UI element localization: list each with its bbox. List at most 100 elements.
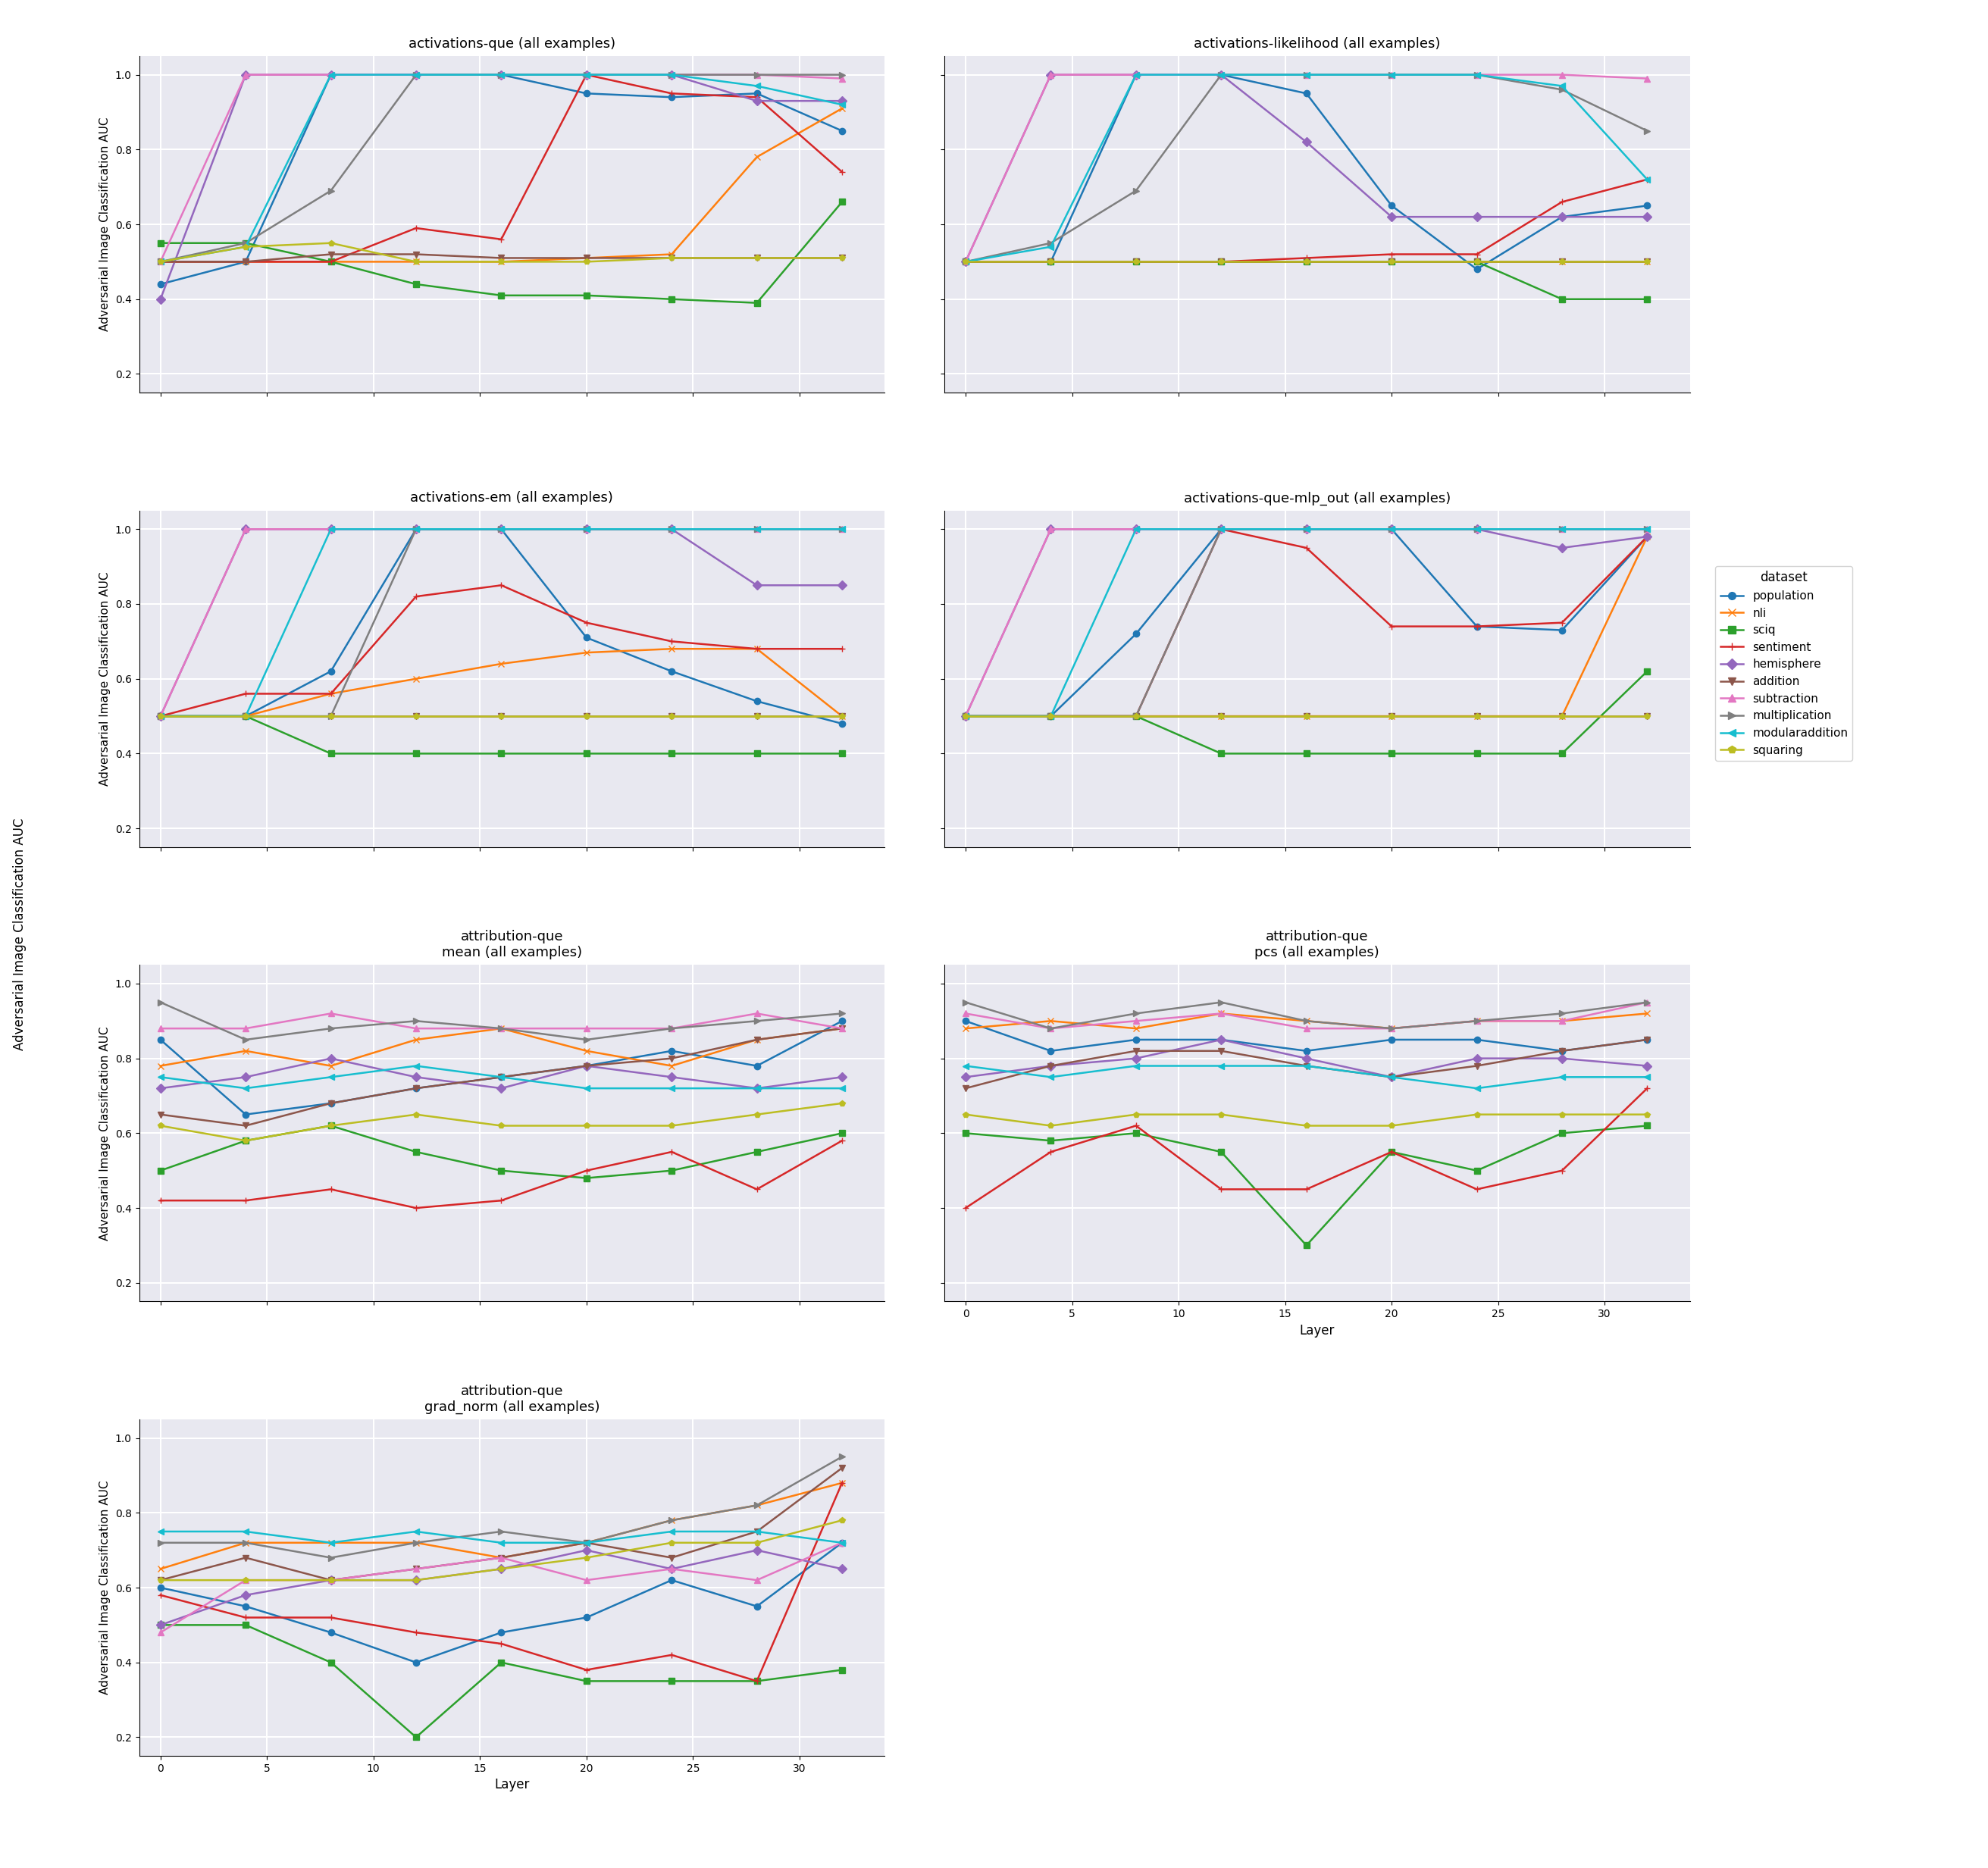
addition (235, 1115, 258, 1138)
sentiment (1465, 243, 1489, 265)
Line: multiplication: multiplication (157, 71, 845, 265)
squaring (746, 1532, 769, 1554)
subtraction (575, 64, 598, 86)
sciq (489, 742, 513, 764)
multiplication (1209, 64, 1233, 86)
sentiment (404, 1621, 427, 1644)
squaring (660, 247, 684, 269)
multiplication (831, 1446, 855, 1468)
sentiment (149, 1584, 173, 1606)
squaring (1551, 704, 1574, 727)
Line: sentiment: sentiment (157, 1479, 845, 1685)
sciq (1294, 742, 1318, 764)
modularaddition (575, 1078, 598, 1100)
Line: nli: nli (157, 646, 845, 719)
hemisphere (1040, 64, 1064, 86)
subtraction (1636, 67, 1660, 90)
modularaddition (1123, 64, 1147, 86)
population (489, 1067, 513, 1089)
addition (1040, 1055, 1064, 1078)
sciq (660, 288, 684, 310)
addition (1636, 1029, 1660, 1052)
population (318, 64, 342, 86)
hemisphere (1636, 205, 1660, 228)
Line: hemisphere: hemisphere (157, 71, 845, 303)
subtraction (1551, 1011, 1574, 1033)
multiplication (1551, 78, 1574, 101)
addition (235, 704, 258, 727)
hemisphere (1209, 517, 1233, 540)
hemisphere (1040, 1055, 1064, 1078)
sentiment (235, 250, 258, 273)
Line: hemisphere: hemisphere (962, 527, 1650, 719)
nli (1123, 704, 1147, 727)
Line: sentiment: sentiment (962, 1085, 1650, 1210)
subtraction (1294, 1018, 1318, 1040)
sentiment (1040, 704, 1064, 727)
subtraction (1465, 517, 1489, 540)
population (1380, 1029, 1404, 1052)
squaring (1465, 704, 1489, 727)
nli (1465, 1011, 1489, 1033)
Line: addition: addition (962, 1037, 1650, 1091)
squaring (746, 247, 769, 269)
subtraction (746, 1569, 769, 1592)
population (954, 704, 978, 727)
squaring (1551, 1104, 1574, 1126)
modularaddition (575, 1532, 598, 1554)
modularaddition (404, 1055, 427, 1078)
addition (318, 1093, 342, 1115)
population (1123, 622, 1147, 644)
sciq (235, 1130, 258, 1153)
modularaddition (1209, 517, 1233, 540)
subtraction (404, 1018, 427, 1040)
Line: addition: addition (157, 1465, 845, 1584)
hemisphere (1551, 205, 1574, 228)
Line: squaring: squaring (962, 1111, 1650, 1128)
addition (746, 1521, 769, 1543)
sciq (746, 1670, 769, 1692)
squaring (1209, 250, 1233, 273)
Line: sciq: sciq (157, 1621, 845, 1741)
hemisphere (489, 1558, 513, 1580)
addition (746, 247, 769, 269)
addition (1465, 1055, 1489, 1078)
hemisphere (235, 1067, 258, 1089)
nli (575, 247, 598, 269)
modularaddition (318, 1532, 342, 1554)
Line: sentiment: sentiment (157, 71, 845, 265)
population (1465, 615, 1489, 637)
addition (149, 704, 173, 727)
nli (149, 1055, 173, 1078)
subtraction (1465, 1011, 1489, 1033)
Line: subtraction: subtraction (962, 71, 1650, 265)
hemisphere (1209, 64, 1233, 86)
Line: squaring: squaring (157, 239, 845, 265)
nli (404, 1532, 427, 1554)
population (1294, 517, 1318, 540)
addition (575, 247, 598, 269)
subtraction (954, 704, 978, 727)
hemisphere (149, 704, 173, 727)
multiplication (1040, 1018, 1064, 1040)
population (404, 64, 427, 86)
population (1380, 194, 1404, 217)
Line: subtraction: subtraction (157, 1539, 845, 1636)
sentiment (954, 704, 978, 727)
hemisphere (404, 64, 427, 86)
modularaddition (1209, 1055, 1233, 1078)
population (746, 1595, 769, 1618)
nli (831, 1472, 855, 1494)
Line: sciq: sciq (962, 1123, 1650, 1248)
subtraction (1294, 517, 1318, 540)
hemisphere (1551, 1048, 1574, 1070)
modularaddition (831, 93, 855, 116)
modularaddition (1380, 64, 1404, 86)
subtraction (575, 1569, 598, 1592)
hemisphere (235, 1584, 258, 1606)
population (1209, 64, 1233, 86)
multiplication (954, 704, 978, 727)
modularaddition (1294, 517, 1318, 540)
sentiment (1551, 1160, 1574, 1182)
sciq (746, 291, 769, 314)
